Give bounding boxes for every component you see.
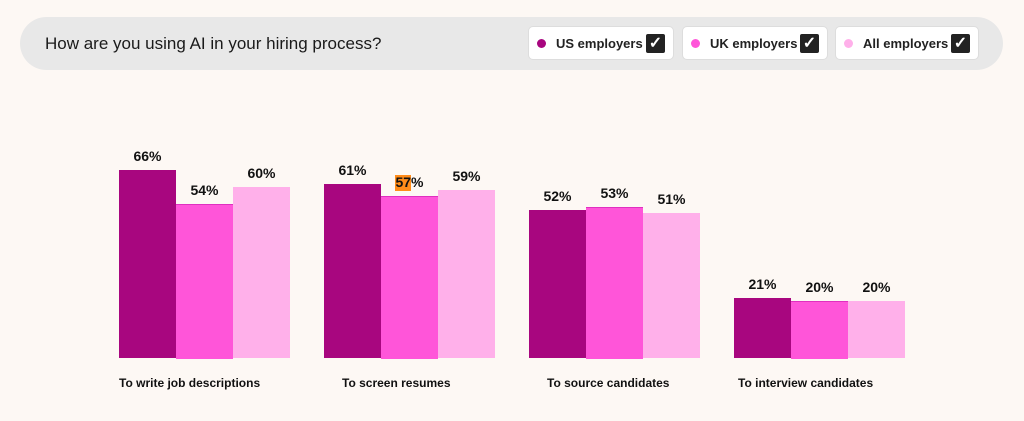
bar [734, 298, 791, 358]
legend-label: All employers [863, 35, 949, 51]
bar [381, 195, 438, 359]
data-label: 57% [395, 173, 424, 190]
legend-item-us-employers[interactable]: US employers ✓ [528, 26, 674, 60]
bar [176, 204, 233, 359]
legend-dot [691, 38, 700, 48]
data-label: 59% [452, 167, 481, 184]
legend-item-all-employers[interactable]: All employers ✓ [835, 26, 979, 60]
chart-header: How are you using AI in your hiring proc… [20, 17, 1003, 70]
bar [791, 301, 848, 359]
data-label: 66% [133, 147, 162, 164]
checkmark-icon[interactable]: ✓ [646, 33, 665, 53]
data-label: 60% [247, 165, 276, 181]
data-label: 51% [657, 190, 686, 207]
data-label: 52% [543, 187, 572, 204]
legend-label: US employers [556, 35, 643, 51]
bar [438, 189, 495, 358]
bar [848, 301, 905, 358]
bar [529, 209, 586, 358]
bar [643, 212, 700, 358]
legend-label: UK employers [710, 35, 798, 51]
legend-item-uk-employers[interactable]: UK employers ✓ [682, 26, 828, 60]
category-label: To screen resumes [342, 376, 451, 390]
checkmark-icon[interactable]: ✓ [800, 33, 819, 53]
bar [119, 169, 176, 358]
category-label: To write job descriptions [119, 376, 261, 390]
data-label: 20% [805, 279, 834, 295]
data-label: 21% [748, 276, 777, 293]
category-label: To interview candidates [738, 376, 874, 390]
chart-title: How are you using AI in your hiring proc… [45, 34, 382, 53]
legend-dot [537, 38, 546, 48]
data-label: 61% [338, 162, 367, 179]
bar [586, 206, 643, 359]
data-label: 20% [862, 279, 891, 295]
bar [324, 184, 381, 358]
text-highlight [395, 174, 411, 191]
legend-dot [844, 38, 853, 48]
bar [233, 187, 290, 358]
data-label: 54% [190, 182, 219, 199]
category-label: To source candidates [547, 376, 670, 390]
data-label: 53% [600, 184, 629, 201]
checkmark-icon[interactable]: ✓ [951, 33, 970, 53]
